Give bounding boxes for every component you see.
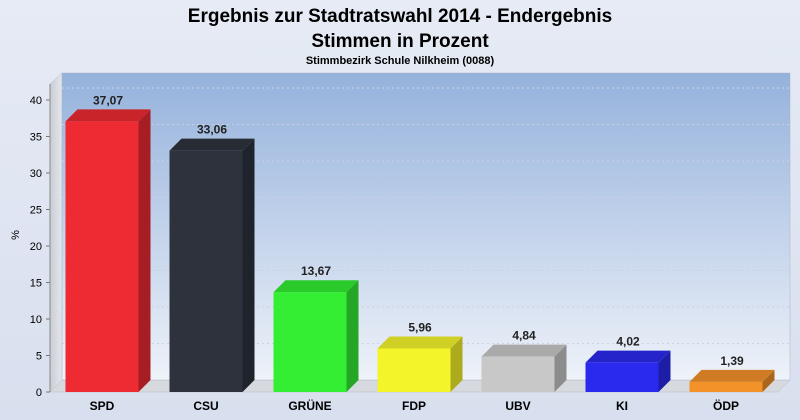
bar-csu <box>169 138 255 392</box>
value-label: 4,02 <box>616 335 640 349</box>
bar-top <box>169 138 255 151</box>
bar-front <box>65 121 139 392</box>
x-tick-label: SPD <box>90 399 115 413</box>
bar-ubv <box>481 344 567 392</box>
y-axis-label: % <box>10 230 22 240</box>
bar-ödp <box>689 369 775 392</box>
y-tick-label: 5 <box>36 351 42 363</box>
value-label: 5,96 <box>408 320 432 334</box>
x-tick-label: GRÜNE <box>288 398 331 413</box>
bar-spd <box>65 109 151 392</box>
bar-fdp <box>377 336 463 392</box>
bar-front <box>377 348 451 392</box>
x-tick-label: ÖDP <box>713 398 739 413</box>
x-tick-label: FDP <box>402 399 426 413</box>
value-labels: 37,07 33,06 13,67 5,96 4,84 4,02 1,39 <box>93 93 744 367</box>
bar-top <box>65 109 151 122</box>
bar-front <box>585 362 659 392</box>
y-tick-label: 0 <box>36 387 42 399</box>
y-tick-label: 15 <box>30 278 42 290</box>
x-tick-label: KI <box>616 399 628 413</box>
plot-side-wall <box>49 72 63 393</box>
x-tick-label: CSU <box>193 399 218 413</box>
bar-grüne <box>273 280 359 392</box>
bar-side <box>242 138 255 392</box>
value-label: 33,06 <box>197 123 227 137</box>
x-tick-label: UBV <box>505 399 530 413</box>
bar-top <box>273 280 359 293</box>
value-label: 1,39 <box>720 354 744 368</box>
bar-side <box>762 369 775 392</box>
bar-front <box>689 381 763 392</box>
value-label: 13,67 <box>301 264 331 278</box>
bar-top <box>377 336 463 349</box>
x-axis: SPD CSU GRÜNE FDP UBV KI ÖDP <box>90 398 739 413</box>
y-axis: 0 5 10 15 20 25 30 35 40 <box>30 84 51 399</box>
value-label: 4,84 <box>512 329 536 343</box>
y-tick-label: 40 <box>30 95 42 107</box>
bar-top <box>481 344 567 357</box>
y-tick-label: 35 <box>30 132 42 144</box>
bar-top <box>585 350 671 363</box>
bar-front <box>273 292 347 392</box>
y-tick-label: 20 <box>30 241 42 253</box>
y-tick-label: 25 <box>30 205 42 217</box>
bar-side <box>346 280 359 392</box>
chart-subtitle: Stimmen in Prozent <box>311 31 489 52</box>
bar-ki <box>585 350 671 392</box>
bars <box>65 109 775 392</box>
bar-front <box>169 150 243 392</box>
chart-subsubtitle: Stimmbezirk Schule Nilkheim (0088) <box>306 55 495 67</box>
value-label: 37,07 <box>93 93 123 107</box>
bar-side <box>658 350 671 392</box>
y-tick-label: 30 <box>30 168 42 180</box>
bar-side <box>554 344 567 392</box>
bar-side <box>450 336 463 392</box>
bar-top <box>689 369 775 382</box>
y-tick-label: 10 <box>30 314 42 326</box>
bar-front <box>481 356 555 392</box>
chart-title: Ergebnis zur Stadtratswahl 2014 - Enderg… <box>188 6 612 27</box>
bar-side <box>138 109 151 392</box>
